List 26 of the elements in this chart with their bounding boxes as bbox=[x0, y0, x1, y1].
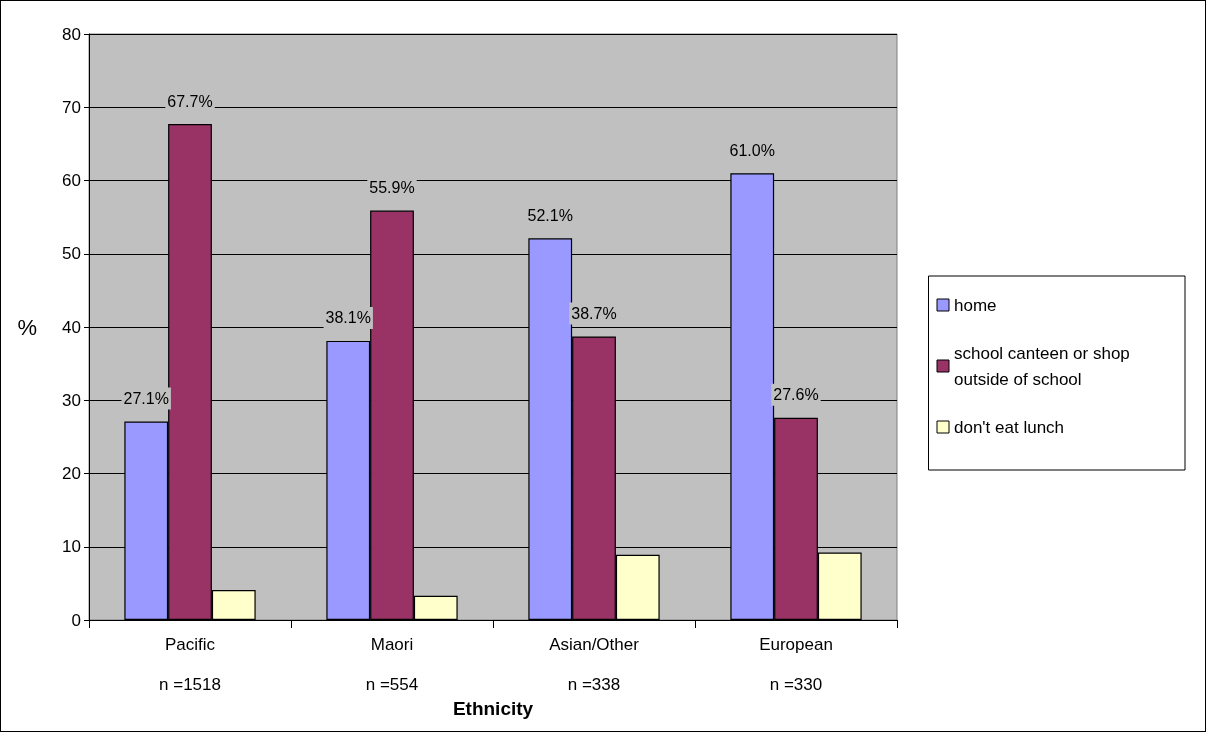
data-label: 38.7% bbox=[571, 305, 617, 323]
data-label: 38.1% bbox=[325, 309, 371, 327]
y-tick-label: 40 bbox=[62, 317, 81, 337]
legend-label: home bbox=[954, 295, 997, 315]
legend-label: school canteen or shop outside of school bbox=[954, 343, 1135, 389]
y-tick-label: 50 bbox=[62, 244, 81, 264]
x-axis-title: Ethnicity bbox=[452, 697, 534, 719]
category-label: Maori n =554 bbox=[365, 634, 419, 694]
y-tick-label: 20 bbox=[62, 464, 81, 483]
category-label: European n =330 bbox=[759, 634, 833, 694]
y-tick-label: 70 bbox=[62, 97, 81, 117]
data-label: 61.0% bbox=[729, 141, 775, 159]
y-tick-label: 10 bbox=[62, 537, 81, 557]
category-label: Asian/Other n =338 bbox=[549, 634, 639, 694]
y-tick-label: 80 bbox=[62, 24, 81, 44]
data-label: 55.9% bbox=[369, 179, 415, 197]
data-label: 52.1% bbox=[527, 206, 573, 224]
legend-label: don't eat lunch bbox=[954, 417, 1065, 437]
data-label: 27.1% bbox=[123, 389, 169, 407]
y-tick-label: 60 bbox=[62, 171, 81, 190]
data-label: 67.7% bbox=[167, 92, 213, 110]
data-label: 27.6% bbox=[773, 386, 819, 404]
y-axis-title: % bbox=[17, 314, 37, 340]
category-label: Pacific n =1518 bbox=[159, 634, 221, 694]
y-tick-label: 30 bbox=[62, 390, 81, 410]
y-tick-label: 0 bbox=[71, 610, 81, 630]
